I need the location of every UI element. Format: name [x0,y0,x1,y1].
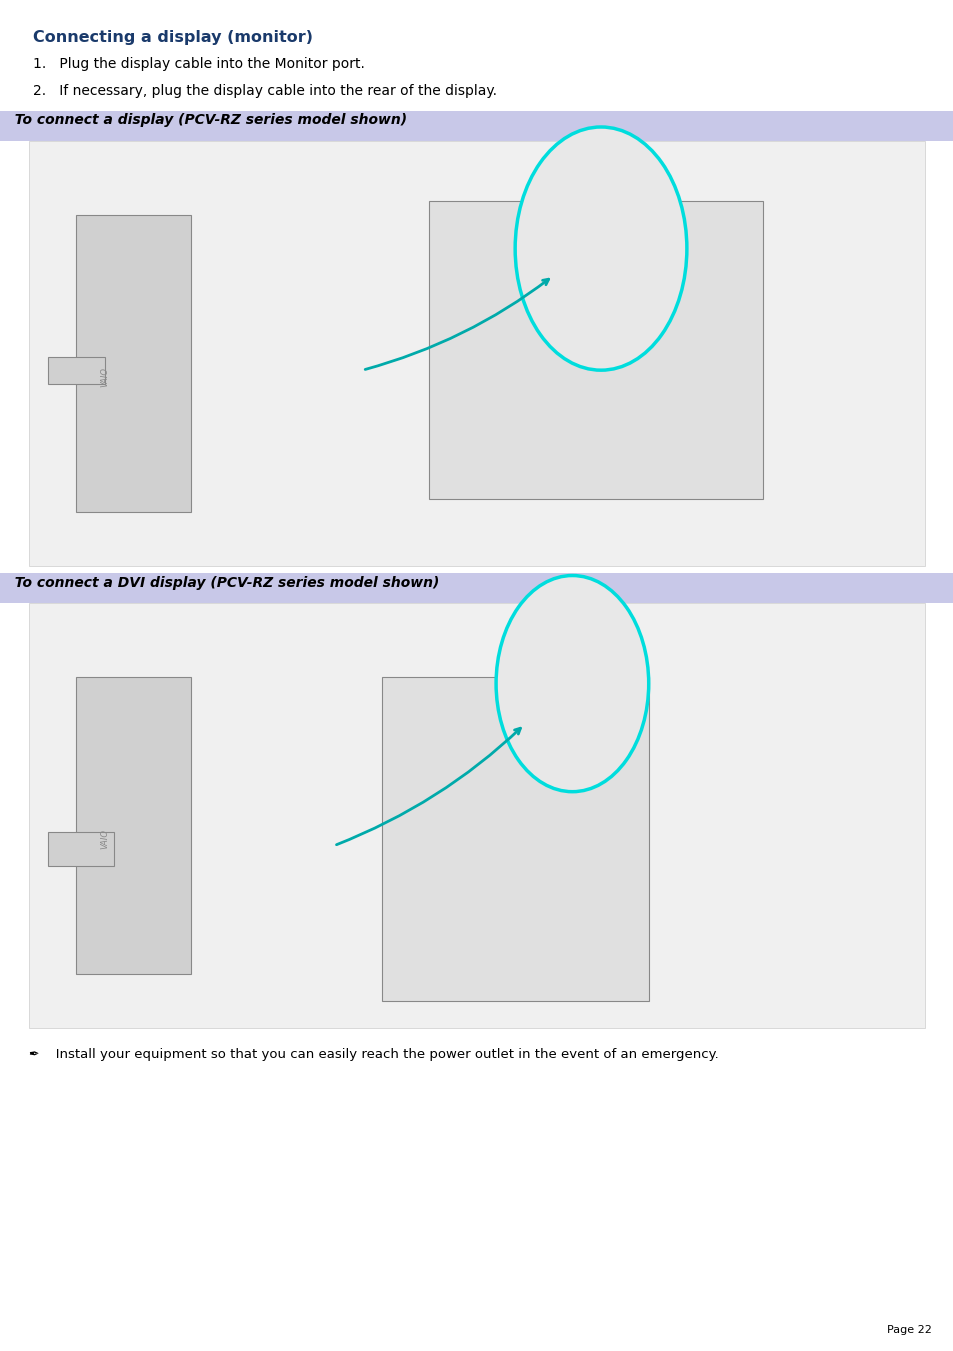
Text: Connecting a display (monitor): Connecting a display (monitor) [33,30,314,45]
Text: VAIO: VAIO [100,367,110,386]
Bar [29,603,924,1028]
Bar [76,215,191,512]
Circle shape [496,576,648,792]
Bar [48,357,105,384]
Bar [0,573,953,603]
Bar [48,832,114,866]
Circle shape [515,127,686,370]
Text: To connect a DVI display (PCV-RZ series model shown): To connect a DVI display (PCV-RZ series … [5,576,438,589]
Text: VAIO: VAIO [100,830,110,848]
Bar [429,201,762,499]
Text: 1.   Plug the display cable into the Monitor port.: 1. Plug the display cable into the Monit… [33,57,365,70]
Text: 2.   If necessary, plug the display cable into the rear of the display.: 2. If necessary, plug the display cable … [33,84,497,97]
Text: Page 22: Page 22 [886,1325,931,1335]
Bar [0,111,953,141]
Text: ✒: ✒ [29,1048,39,1062]
Bar [76,677,191,974]
Text: Install your equipment so that you can easily reach the power outlet in the even: Install your equipment so that you can e… [43,1048,718,1062]
Bar [29,141,924,566]
Text: To connect a display (PCV-RZ series model shown): To connect a display (PCV-RZ series mode… [5,113,407,127]
Bar [381,677,648,1001]
